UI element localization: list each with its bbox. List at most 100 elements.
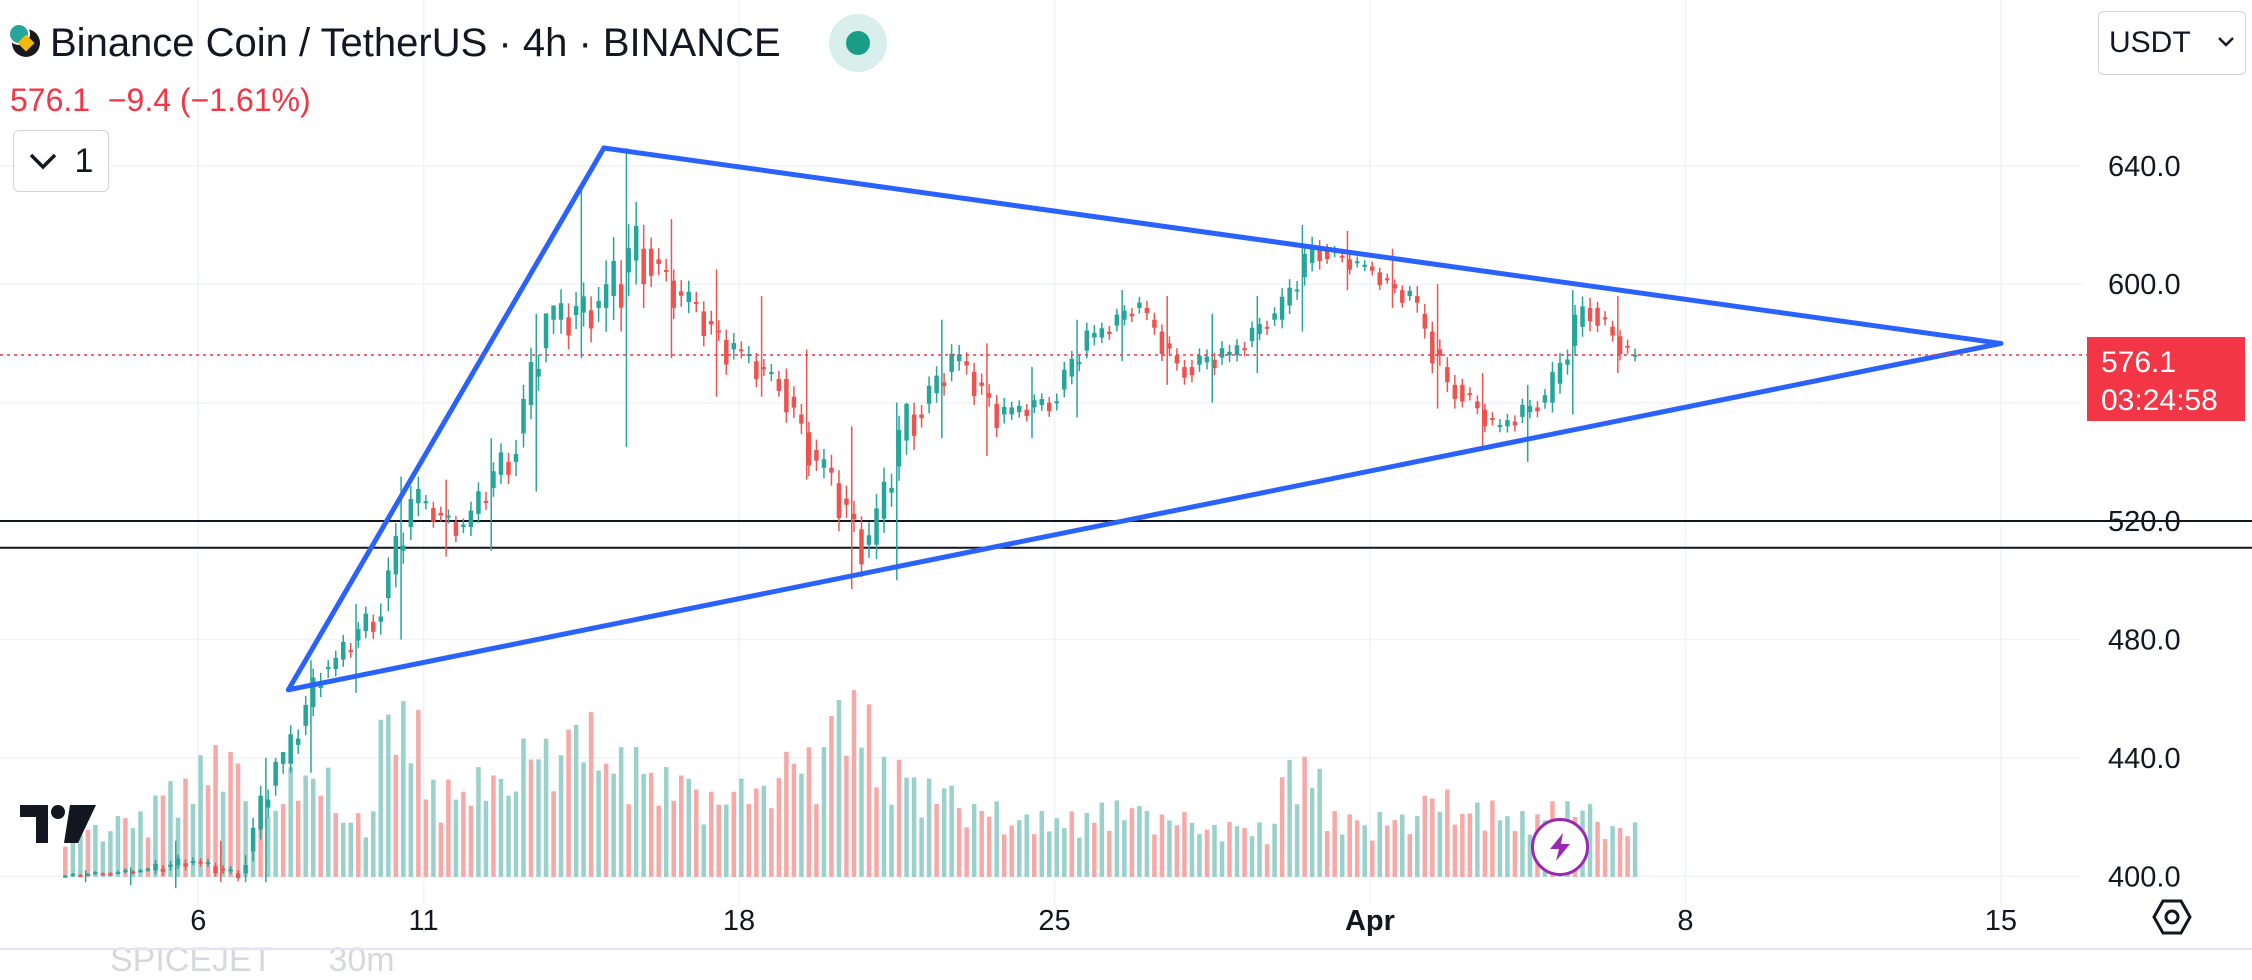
volume-bar <box>791 763 797 877</box>
last-price-label: 576.1 03:24:58 <box>2087 337 2245 421</box>
candle-body <box>1001 406 1007 415</box>
candle-body <box>1550 371 1555 403</box>
candle-body <box>310 677 316 707</box>
candle-body <box>85 873 91 876</box>
candle-body <box>476 491 481 514</box>
candle-body <box>1527 406 1533 413</box>
volume-bar <box>431 779 436 877</box>
volume-bar <box>1317 768 1322 877</box>
volume-bar <box>1039 811 1045 877</box>
candle-body <box>175 858 181 866</box>
volume-bar <box>130 828 136 877</box>
market-status-icon[interactable] <box>828 14 887 72</box>
volume-bar <box>1407 834 1413 877</box>
candle-body <box>1219 348 1225 358</box>
candle-body <box>235 873 241 878</box>
candle-body <box>431 508 436 522</box>
candle-body <box>979 382 984 386</box>
volume-bar <box>739 778 744 877</box>
candle-body <box>1617 336 1623 355</box>
bottom-divider <box>0 948 2252 950</box>
chevron-down-icon <box>2218 37 2234 47</box>
volume-bar <box>1595 822 1600 877</box>
volume-bar <box>731 791 737 877</box>
volume-bar <box>633 747 639 877</box>
candle-body <box>776 378 782 391</box>
y-tick-label: 400.0 <box>2108 861 2181 893</box>
volume-bar <box>280 804 286 877</box>
volume-bar <box>581 762 586 877</box>
candle-body <box>558 303 564 320</box>
candle-body <box>971 371 977 396</box>
volume-bar <box>160 795 166 877</box>
volume-bar <box>1144 811 1150 877</box>
volume-bar <box>408 763 414 877</box>
candle-body <box>220 868 226 871</box>
candle-body <box>303 704 308 726</box>
candle-body <box>108 873 113 876</box>
volume-bar <box>836 699 842 877</box>
settings-icon[interactable] <box>2152 897 2192 937</box>
candle-body <box>543 313 549 349</box>
volume-bar <box>356 813 361 877</box>
bar-countdown: 03:24:58 <box>2101 384 2218 417</box>
candle-body <box>739 349 744 352</box>
candle-body <box>844 498 849 505</box>
candle-body <box>889 487 894 493</box>
volume-bar <box>1242 827 1247 877</box>
currency-value: USDT <box>2109 26 2191 59</box>
candle-body <box>1497 424 1503 427</box>
candle-body <box>183 863 188 867</box>
x-tick-label: 6 <box>190 905 206 937</box>
volume-bar <box>93 824 98 877</box>
indicators-toggle-button[interactable]: 1 <box>13 130 109 192</box>
candle-body <box>386 570 391 599</box>
volume-bar <box>1467 813 1473 877</box>
candle-body <box>1460 384 1465 402</box>
symbol-title[interactable]: Binance Coin / TetherUS · 4h · BINANCE <box>50 20 781 65</box>
candle-body <box>1400 290 1405 303</box>
currency-select[interactable]: USDT <box>2098 11 2246 75</box>
candle-body <box>656 259 661 264</box>
candle-body <box>408 499 414 527</box>
candle-body <box>551 305 556 320</box>
volume-bar <box>190 803 196 877</box>
volume-bar <box>1309 787 1315 877</box>
candle-body <box>1339 255 1345 258</box>
volume-bar <box>656 805 661 877</box>
volume-bar <box>1302 756 1307 877</box>
volume-bar <box>1287 759 1292 877</box>
candle-body <box>919 414 924 419</box>
candle-body <box>806 432 812 466</box>
y-tick-label: 440.0 <box>2108 743 2181 775</box>
volume-bar <box>108 831 113 877</box>
candle-body <box>1287 287 1292 306</box>
candle-body <box>160 868 166 872</box>
candle-body <box>1475 401 1480 409</box>
candle-body <box>280 752 286 764</box>
volume-bar <box>663 767 669 877</box>
volume-bar <box>265 816 271 877</box>
lightning-icon[interactable] <box>1531 818 1589 876</box>
volume-bar <box>273 810 278 877</box>
candle-body <box>265 799 271 808</box>
candle-body <box>1264 326 1270 329</box>
volume-bar <box>145 837 151 877</box>
volume-bar <box>1107 830 1112 877</box>
candle-body <box>821 459 827 468</box>
candle-body <box>746 354 752 357</box>
volume-bar <box>228 751 233 877</box>
trendline <box>285 145 607 693</box>
candle-body <box>986 393 992 398</box>
candle-body <box>874 508 879 545</box>
y-axis: 640.0 600.0 520.0 480.0 440.0 400.0 <box>2108 151 2181 894</box>
volume-bar <box>754 788 759 877</box>
candle-body <box>348 650 354 653</box>
trendlines[interactable] <box>285 145 2004 693</box>
candle-body <box>145 868 151 871</box>
volume-bar <box>716 804 722 877</box>
candle-body <box>258 795 263 830</box>
tradingview-logo-icon[interactable] <box>18 803 98 845</box>
volume-bar <box>694 789 699 877</box>
